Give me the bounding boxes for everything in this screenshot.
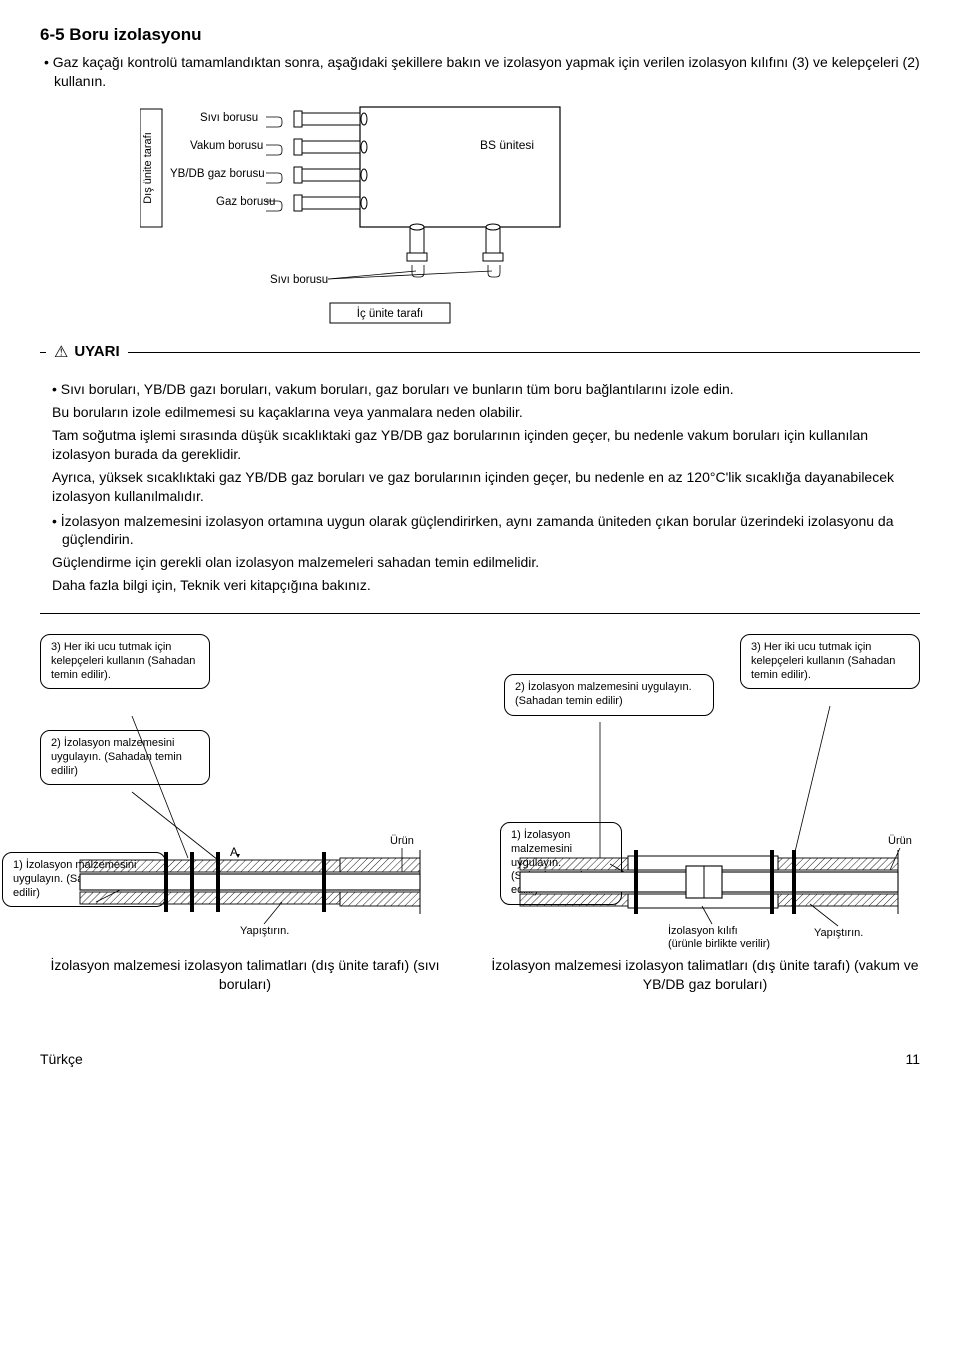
- ybdb-pipe-label: YB/DB gaz borusu: [170, 168, 265, 180]
- cover-label-1: İzolasyon kılıfı: [668, 924, 738, 937]
- svg-text:A: A: [230, 845, 238, 859]
- footer-page: 11: [905, 1050, 920, 1069]
- footer-lang: Türkçe: [40, 1050, 83, 1069]
- bs-unit-label: BS ünitesi: [480, 138, 534, 152]
- warning-header: ⚠ UYARI: [46, 342, 128, 364]
- warning-heading: UYARI: [74, 342, 119, 362]
- insulation-diagrams: 3) Her iki ucu tutmak için kelepçeleri k…: [40, 634, 920, 994]
- intro-paragraph: • Gaz kaçağı kontrolü tamamlandıktan son…: [40, 53, 920, 91]
- cover-label-2: (ürünle birlikte verilir): [668, 938, 770, 950]
- right-caption: İzolasyon malzemesi izolasyon talimatlar…: [490, 956, 920, 994]
- warn-p4: Ayrıca, yüksek sıcaklıktaki gaz YB/DB ga…: [52, 468, 916, 506]
- warn-p3: Tam soğutma işlemi sırasında düşük sıcak…: [52, 426, 916, 464]
- stick-label-left: Yapıştırın.: [240, 925, 289, 937]
- warn-p5: • İzolasyon malzemesini izolasyon ortamı…: [52, 512, 916, 550]
- page-footer: Türkçe 11: [40, 1050, 920, 1069]
- left-diagram: 3) Her iki ucu tutmak için kelepçeleri k…: [40, 634, 470, 994]
- indoor-side-label: İç ünite tarafı: [357, 307, 423, 320]
- stick-label-right: Yapıştırın.: [814, 927, 863, 939]
- warn-p7: Daha fazla bilgi için, Teknik veri kitap…: [52, 576, 916, 595]
- warning-icon: ⚠: [54, 342, 68, 364]
- left-caption: İzolasyon malzemesi izolasyon talimatlar…: [40, 956, 450, 994]
- right-diagram: 2) İzolasyon malzemesini uygulayın. (Sah…: [490, 634, 920, 994]
- section-title: 6-5 Boru izolasyonu: [40, 24, 920, 47]
- gas-pipe-label: Gaz borusu: [216, 196, 275, 208]
- warn-p2: Bu boruların izole edilmemesi su kaçakla…: [52, 403, 916, 422]
- outdoor-side-label: Dış ünite tarafı: [142, 132, 154, 204]
- warn-p1: • Sıvı boruları, YB/DB gazı boruları, va…: [52, 380, 916, 399]
- product-label-right: Ürün: [888, 835, 912, 847]
- vacuum-pipe-label: Vakum borusu: [190, 140, 263, 152]
- warn-p6: Güçlendirme için gerekli olan izolasyon …: [52, 553, 916, 572]
- warning-body: • Sıvı boruları, YB/DB gazı boruları, va…: [40, 380, 920, 595]
- pipe-bs-diagram: Dış ünite tarafı Sıvı borusu Vakum borus…: [140, 103, 920, 338]
- product-label-left: Ürün: [390, 835, 414, 847]
- warning-box: ⚠ UYARI • Sıvı boruları, YB/DB gazı boru…: [40, 352, 920, 615]
- liquid-pipe-label: Sıvı borusu: [200, 112, 258, 124]
- liquid2-label: Sıvı borusu: [270, 274, 328, 286]
